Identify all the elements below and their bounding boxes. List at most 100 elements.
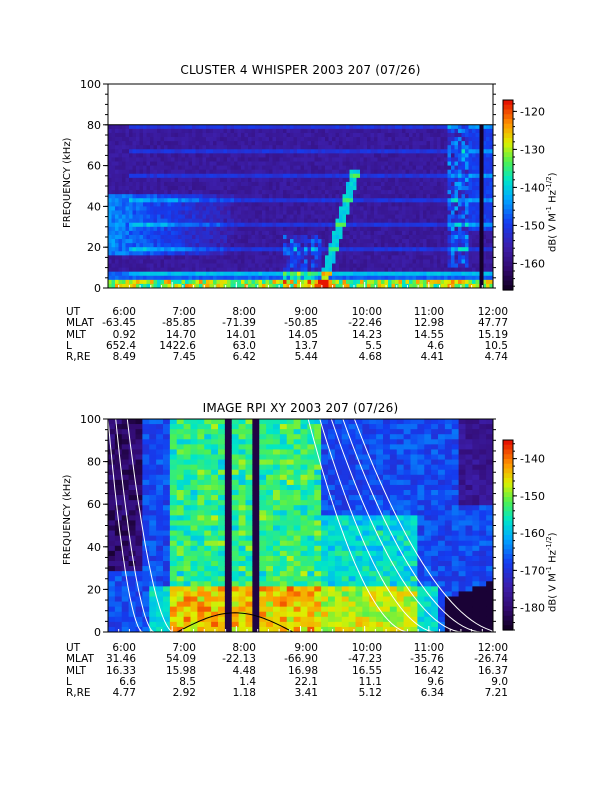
top-spectrogram-cell [304,177,308,183]
top-spectrogram-cell [122,145,126,150]
top-spectrogram-cell [230,165,235,171]
top-spectrogram-cell [174,132,179,138]
top-spectrogram-cell [472,153,476,158]
top-spectrogram-cell [349,267,354,273]
top-spectrogram-cell [321,153,326,158]
top-spectrogram-cell [461,128,466,134]
top-spectrogram-cell [486,190,490,195]
top-spectrogram-cell [384,202,389,207]
top-spectrogram-cell [150,279,154,285]
top-spectrogram-cell [206,149,210,154]
top-spectrogram-cell [374,165,378,171]
top-spectrogram-cell [374,279,378,285]
top-spectrogram-cell [248,181,252,187]
top-spectrogram-cell [164,239,168,244]
top-spectrogram-cell [153,283,158,289]
top-spectrogram-cell [419,239,424,244]
top-spectrogram-cell [356,226,361,232]
top-spectrogram-cell [220,181,224,187]
top-spectrogram-cell [412,181,417,187]
top-spectrogram-cell [269,157,273,162]
top-spectrogram-cell [157,230,161,236]
top-spectrogram-cell [328,218,333,224]
top-spectrogram-cell [314,255,319,260]
top-spectrogram-cell [164,230,168,236]
top-spectrogram-cell [468,218,473,224]
top-spectrogram-cell [178,177,182,183]
top-spectrogram-cell [468,263,473,268]
top-spectrogram-cell [283,263,287,268]
top-spectrogram-cell [489,267,494,273]
top-spectrogram-cell [202,177,207,183]
top-spectrogram-cell [475,169,480,175]
top-spectrogram-cell [286,169,291,175]
top-spectrogram-cell [423,230,427,236]
bottom-spectrogram-cell [142,571,150,577]
top-spectrogram-cell [115,194,119,199]
top-spectrogram-cell [458,128,462,134]
top-spectrogram-cell [181,251,186,256]
top-spectrogram-cell [377,206,382,211]
top-spectrogram-cell [132,267,137,273]
top-spectrogram-cell [192,206,196,211]
top-spectrogram-cell [430,141,434,146]
bottom-spectrogram-cell [108,571,116,577]
top-spectrogram-cell [339,198,343,203]
top-spectrogram-cell [300,255,305,260]
top-spectrogram-cell [325,283,329,289]
top-spectrogram-cell [381,230,385,236]
top-spectrogram-cell [419,210,424,215]
top-spectrogram-cell [209,202,214,207]
top-spectrogram-cell [279,283,284,289]
top-spectrogram-cell [255,181,259,187]
bottom-spectrogram-cell [156,495,164,501]
bottom-spectrogram-cell [149,505,157,511]
top-spectrogram-cell [118,218,123,224]
top-spectrogram-cell [398,128,403,134]
top-spectrogram-cell [269,137,273,142]
top-spectrogram-cell [241,234,245,240]
top-spectrogram-cell [111,210,116,215]
top-spectrogram-cell [150,165,154,171]
top-spectrogram-cell [423,239,427,244]
top-spectrogram-cell [342,259,347,264]
top-spectrogram-cell [244,251,249,256]
top-spectrogram-cell [339,230,343,236]
top-spectrogram-cell [346,198,350,203]
top-spectrogram-cell [234,239,238,244]
top-spectrogram-cell [220,210,224,215]
top-spectrogram-cell [300,239,305,244]
top-spectrogram-cell [227,149,231,154]
top-spectrogram-cell [461,259,466,264]
top-spectrogram-cell [199,222,203,228]
top-spectrogram-cell [328,165,333,171]
top-ephemeris-label: L [66,339,72,352]
top-spectrogram-cell [489,210,494,215]
top-spectrogram-cell [136,283,140,289]
top-spectrogram-cell [164,194,168,199]
top-spectrogram-cell [465,263,469,268]
top-spectrogram-cell [174,218,179,224]
top-spectrogram-cell [164,145,168,150]
top-spectrogram-cell [346,177,350,183]
top-spectrogram-cell [402,275,406,281]
bottom-spectrogram-cell [135,520,143,526]
top-spectrogram-cell [353,177,357,183]
top-spectrogram-cell [314,165,319,171]
top-spectrogram-cell [220,275,224,281]
top-spectrogram-cell [454,243,459,248]
top-spectrogram-cell [489,251,494,256]
top-spectrogram-cell [437,234,441,240]
top-spectrogram-cell [248,251,252,256]
top-spectrogram-cell [136,177,140,183]
top-spectrogram-cell [325,202,329,207]
top-spectrogram-cell [108,149,112,154]
top-spectrogram-cell [178,202,182,207]
top-spectrogram-cell [160,181,165,187]
top-spectrogram-cell [206,263,210,268]
top-spectrogram-cell [132,243,137,248]
top-spectrogram-cell [398,173,403,179]
top-spectrogram-cell [122,210,126,215]
bottom-spectrogram-cell [114,424,123,430]
top-spectrogram-cell [391,128,396,134]
